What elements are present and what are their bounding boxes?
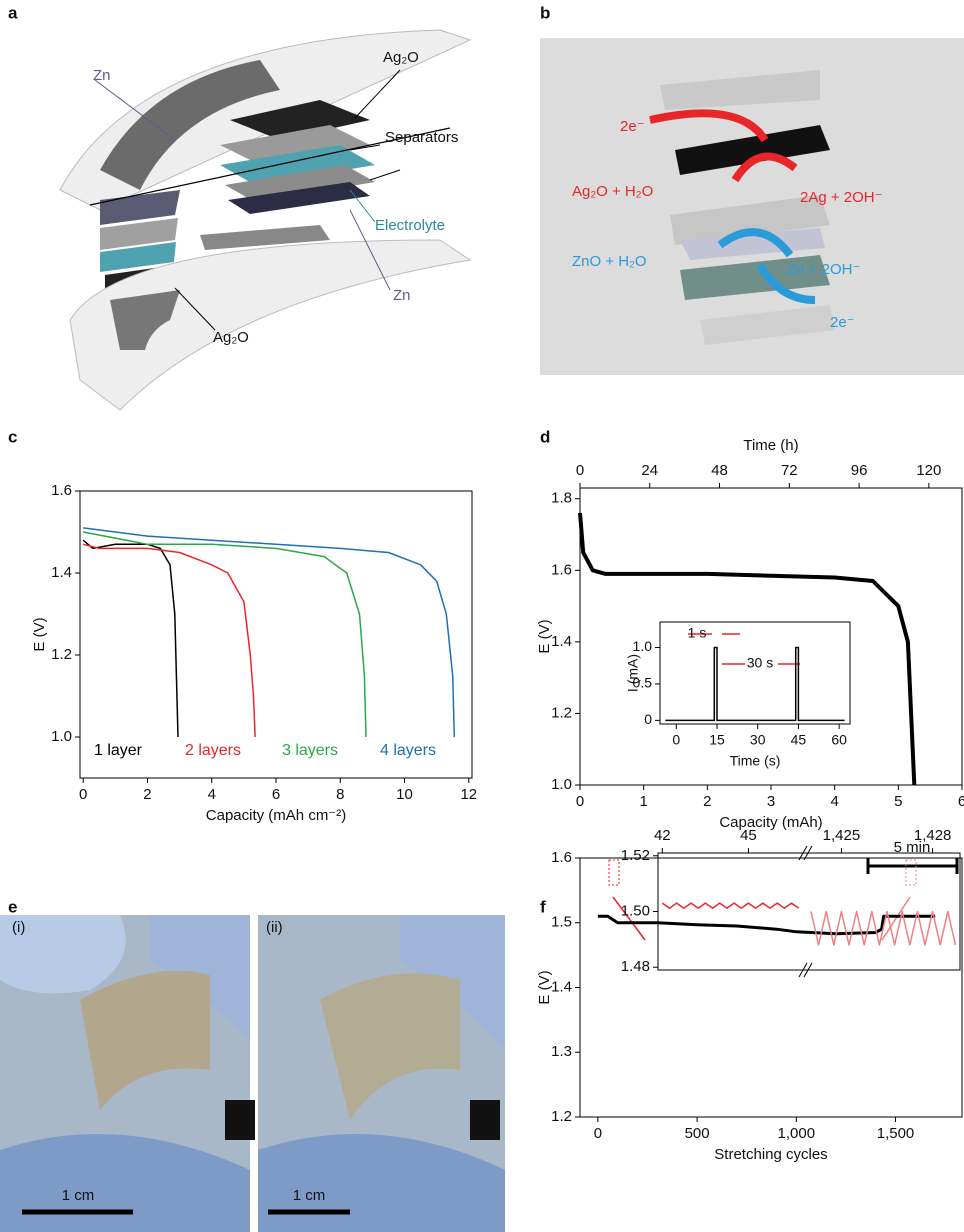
y-tick-label: 1.4 — [51, 564, 72, 581]
series-label: 4 layers — [380, 742, 436, 759]
diagram-label: Zn — [393, 287, 411, 304]
annotation: 1 s — [688, 625, 707, 641]
x-tick-label: 3 — [767, 793, 775, 810]
diagram-label: Ag₂O — [383, 49, 419, 66]
x-tick-label: 1,428 — [914, 827, 952, 844]
y-axis-label: I (mA) — [625, 654, 641, 692]
x-tick-label: 15 — [709, 732, 725, 748]
annotation: 30 s — [747, 655, 773, 671]
x-axis-label: Time (s) — [730, 753, 781, 769]
x-tick-label: 45 — [740, 827, 757, 844]
x2-axis-label: Time (h) — [743, 437, 798, 454]
y-axis-label: E (V) — [536, 619, 553, 653]
series-label: 3 layers — [282, 742, 338, 759]
x2-tick-label: 96 — [851, 462, 868, 479]
x2-tick-label: 72 — [781, 462, 798, 479]
x2-tick-label: 48 — [711, 462, 728, 479]
y-tick-label: 1.0 — [551, 776, 572, 793]
reaction-label: 2Ag + 2OH⁻ — [800, 189, 883, 206]
panel-label: e — [8, 897, 17, 916]
x-tick-label: 1 — [639, 793, 647, 810]
y-tick-label: 1.6 — [551, 561, 572, 578]
y-tick-label: 1.6 — [551, 849, 572, 866]
y-tick-label: 1.2 — [551, 704, 572, 721]
photo-label: (ii) — [266, 919, 283, 936]
y-tick-label: 1.52 — [621, 847, 650, 864]
y-axis-label: E (V) — [31, 617, 48, 651]
reaction-label: ZnO + H₂O — [572, 253, 647, 270]
panel-label: a — [8, 3, 18, 22]
x-tick-label: 42 — [654, 827, 671, 844]
x-tick-label: 5 — [894, 793, 902, 810]
y-tick-label: 1.8 — [551, 490, 572, 507]
y-tick-label: 1.48 — [621, 958, 650, 975]
y-tick-label: 1.3 — [551, 1043, 572, 1060]
x-tick-label: 4 — [208, 786, 216, 803]
x-tick-label: 0 — [672, 732, 680, 748]
figure: a b c d e f Ag₂O Zn Separators Electroly… — [0, 0, 964, 1232]
panel-label: c — [8, 427, 17, 446]
diagram-label: Zn — [93, 67, 111, 84]
x2-tick-label: 0 — [576, 462, 584, 479]
x-tick-label: 8 — [336, 786, 344, 803]
x-tick-label: 4 — [830, 793, 838, 810]
y-axis-label: E (V) — [536, 970, 553, 1004]
diagram-label: Separators — [385, 129, 458, 146]
x-tick-label: 1,425 — [823, 827, 861, 844]
x-tick-label: 6 — [958, 793, 964, 810]
y-tick-label: 1.5 — [551, 914, 572, 931]
photo — [0, 915, 505, 1232]
reaction-label: 2e⁻ — [830, 314, 855, 331]
x-tick-label: 6 — [272, 786, 280, 803]
inset-frame — [658, 853, 960, 970]
reaction-label: Zn + 2OH⁻ — [787, 261, 860, 278]
x-axis-label: Stretching cycles — [714, 1146, 827, 1163]
x-axis-label: Capacity (mAh cm⁻²) — [206, 807, 346, 824]
x-tick-label: 30 — [750, 732, 766, 748]
y-tick-label: 1.50 — [621, 902, 650, 919]
x-tick-label: 60 — [831, 732, 847, 748]
x-tick-label: 0 — [576, 793, 584, 810]
series-label: 1 layer — [94, 742, 143, 759]
data-line — [83, 544, 255, 737]
reaction-diagram — [540, 38, 964, 375]
x-tick-label: 0 — [594, 1125, 602, 1142]
data-line — [83, 528, 454, 737]
panel-label: f — [540, 897, 546, 916]
y-tick-label: 0 — [644, 711, 652, 727]
reaction-label: 2e⁻ — [620, 118, 645, 135]
x2-tick-label: 24 — [641, 462, 658, 479]
data-line — [83, 540, 178, 737]
series-label: 2 layers — [185, 742, 241, 759]
y-tick-label: 1.0 — [51, 728, 72, 745]
x-axis-label: Capacity (mAh) — [719, 814, 822, 831]
y-tick-label: 1.2 — [551, 1108, 572, 1125]
x-tick-label: 500 — [685, 1125, 710, 1142]
x2-tick-label: 120 — [916, 462, 941, 479]
data-line — [83, 532, 366, 737]
x-tick-label: 2 — [703, 793, 711, 810]
reaction-label: Ag₂O + H₂O — [572, 183, 653, 200]
photo-label: (i) — [12, 919, 25, 936]
diagram-label: Electrolyte — [375, 217, 445, 234]
x-tick-label: 0 — [79, 786, 87, 803]
plot-frame — [80, 491, 472, 778]
x-tick-label: 45 — [791, 732, 807, 748]
x-tick-label: 2 — [143, 786, 151, 803]
x-tick-label: 1,500 — [877, 1125, 915, 1142]
scale-bar-label: 1 cm — [62, 1187, 95, 1204]
x-tick-label: 1,000 — [778, 1125, 816, 1142]
x-tick-label: 10 — [396, 786, 413, 803]
scale-bar-label: 1 cm — [293, 1187, 326, 1204]
panel-label: d — [540, 427, 550, 446]
y-tick-label: 1.0 — [633, 638, 653, 654]
diagram-label: Ag₂O — [213, 329, 249, 346]
panel-label: b — [540, 3, 550, 22]
y-tick-label: 1.4 — [551, 978, 572, 995]
y-tick-label: 1.6 — [51, 482, 72, 499]
y-tick-label: 1.2 — [51, 646, 72, 663]
x-tick-label: 12 — [460, 786, 477, 803]
y-tick-label: 1.4 — [551, 633, 572, 650]
page: a b c d e f Ag₂O Zn Separators Electroly… — [0, 0, 964, 1232]
